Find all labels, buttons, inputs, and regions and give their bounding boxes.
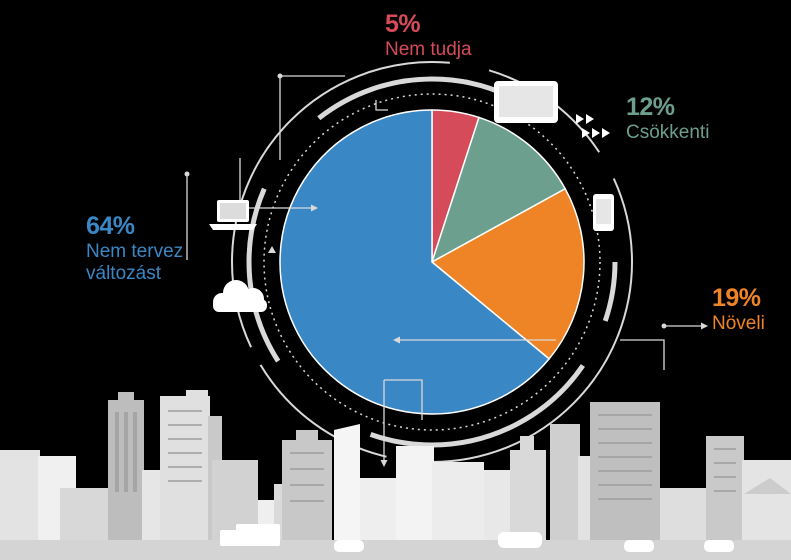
pie-chart bbox=[279, 109, 585, 415]
connector-line bbox=[375, 100, 388, 111]
slice-percent: 19% bbox=[712, 284, 761, 312]
slice-name: Nem tudja bbox=[385, 38, 472, 60]
slice-label-csokkenti: 12% Csökkenti bbox=[626, 93, 709, 144]
laptop-icon bbox=[209, 200, 257, 230]
slice-label-nem-tervez-valtozast: 64% Nem tervez változást bbox=[86, 212, 183, 284]
slice-label-noveli: 19% Növeli bbox=[712, 284, 765, 335]
slice-percent: 12% bbox=[626, 93, 675, 121]
slice-percent: 64% bbox=[86, 212, 135, 240]
city-skyline bbox=[0, 390, 791, 560]
pie-slice bbox=[430, 116, 567, 264]
cloud-icon bbox=[213, 280, 267, 312]
slice-name-line: változást bbox=[86, 262, 161, 284]
slice-name: Növeli bbox=[712, 312, 765, 334]
slice-name-line: Nem tervez bbox=[86, 240, 184, 262]
arrowhead bbox=[268, 246, 276, 253]
arrowhead bbox=[380, 460, 388, 467]
connector-line bbox=[620, 339, 665, 370]
fast-forward-icon bbox=[576, 114, 610, 138]
arrowhead bbox=[393, 336, 400, 344]
dotted-ring bbox=[263, 93, 601, 431]
slice-name: Csökkenti bbox=[626, 121, 710, 143]
connector-line bbox=[465, 79, 497, 91]
arrowhead bbox=[701, 322, 708, 330]
connector-dot bbox=[184, 171, 190, 177]
connector-dot bbox=[277, 73, 283, 79]
slice-label-nem-tudja: 5% Nem tudja bbox=[385, 10, 472, 61]
connector-dot bbox=[661, 323, 667, 329]
connector-line bbox=[384, 379, 423, 420]
connector-arrowheads bbox=[184, 73, 708, 467]
pie-slice bbox=[279, 109, 551, 415]
arrowhead bbox=[311, 204, 318, 212]
pie-slice bbox=[430, 187, 585, 360]
tablet-icon bbox=[494, 81, 558, 123]
slice-percent: 5% bbox=[385, 10, 421, 38]
thick-ring bbox=[246, 76, 618, 448]
phone-icon bbox=[593, 194, 614, 231]
